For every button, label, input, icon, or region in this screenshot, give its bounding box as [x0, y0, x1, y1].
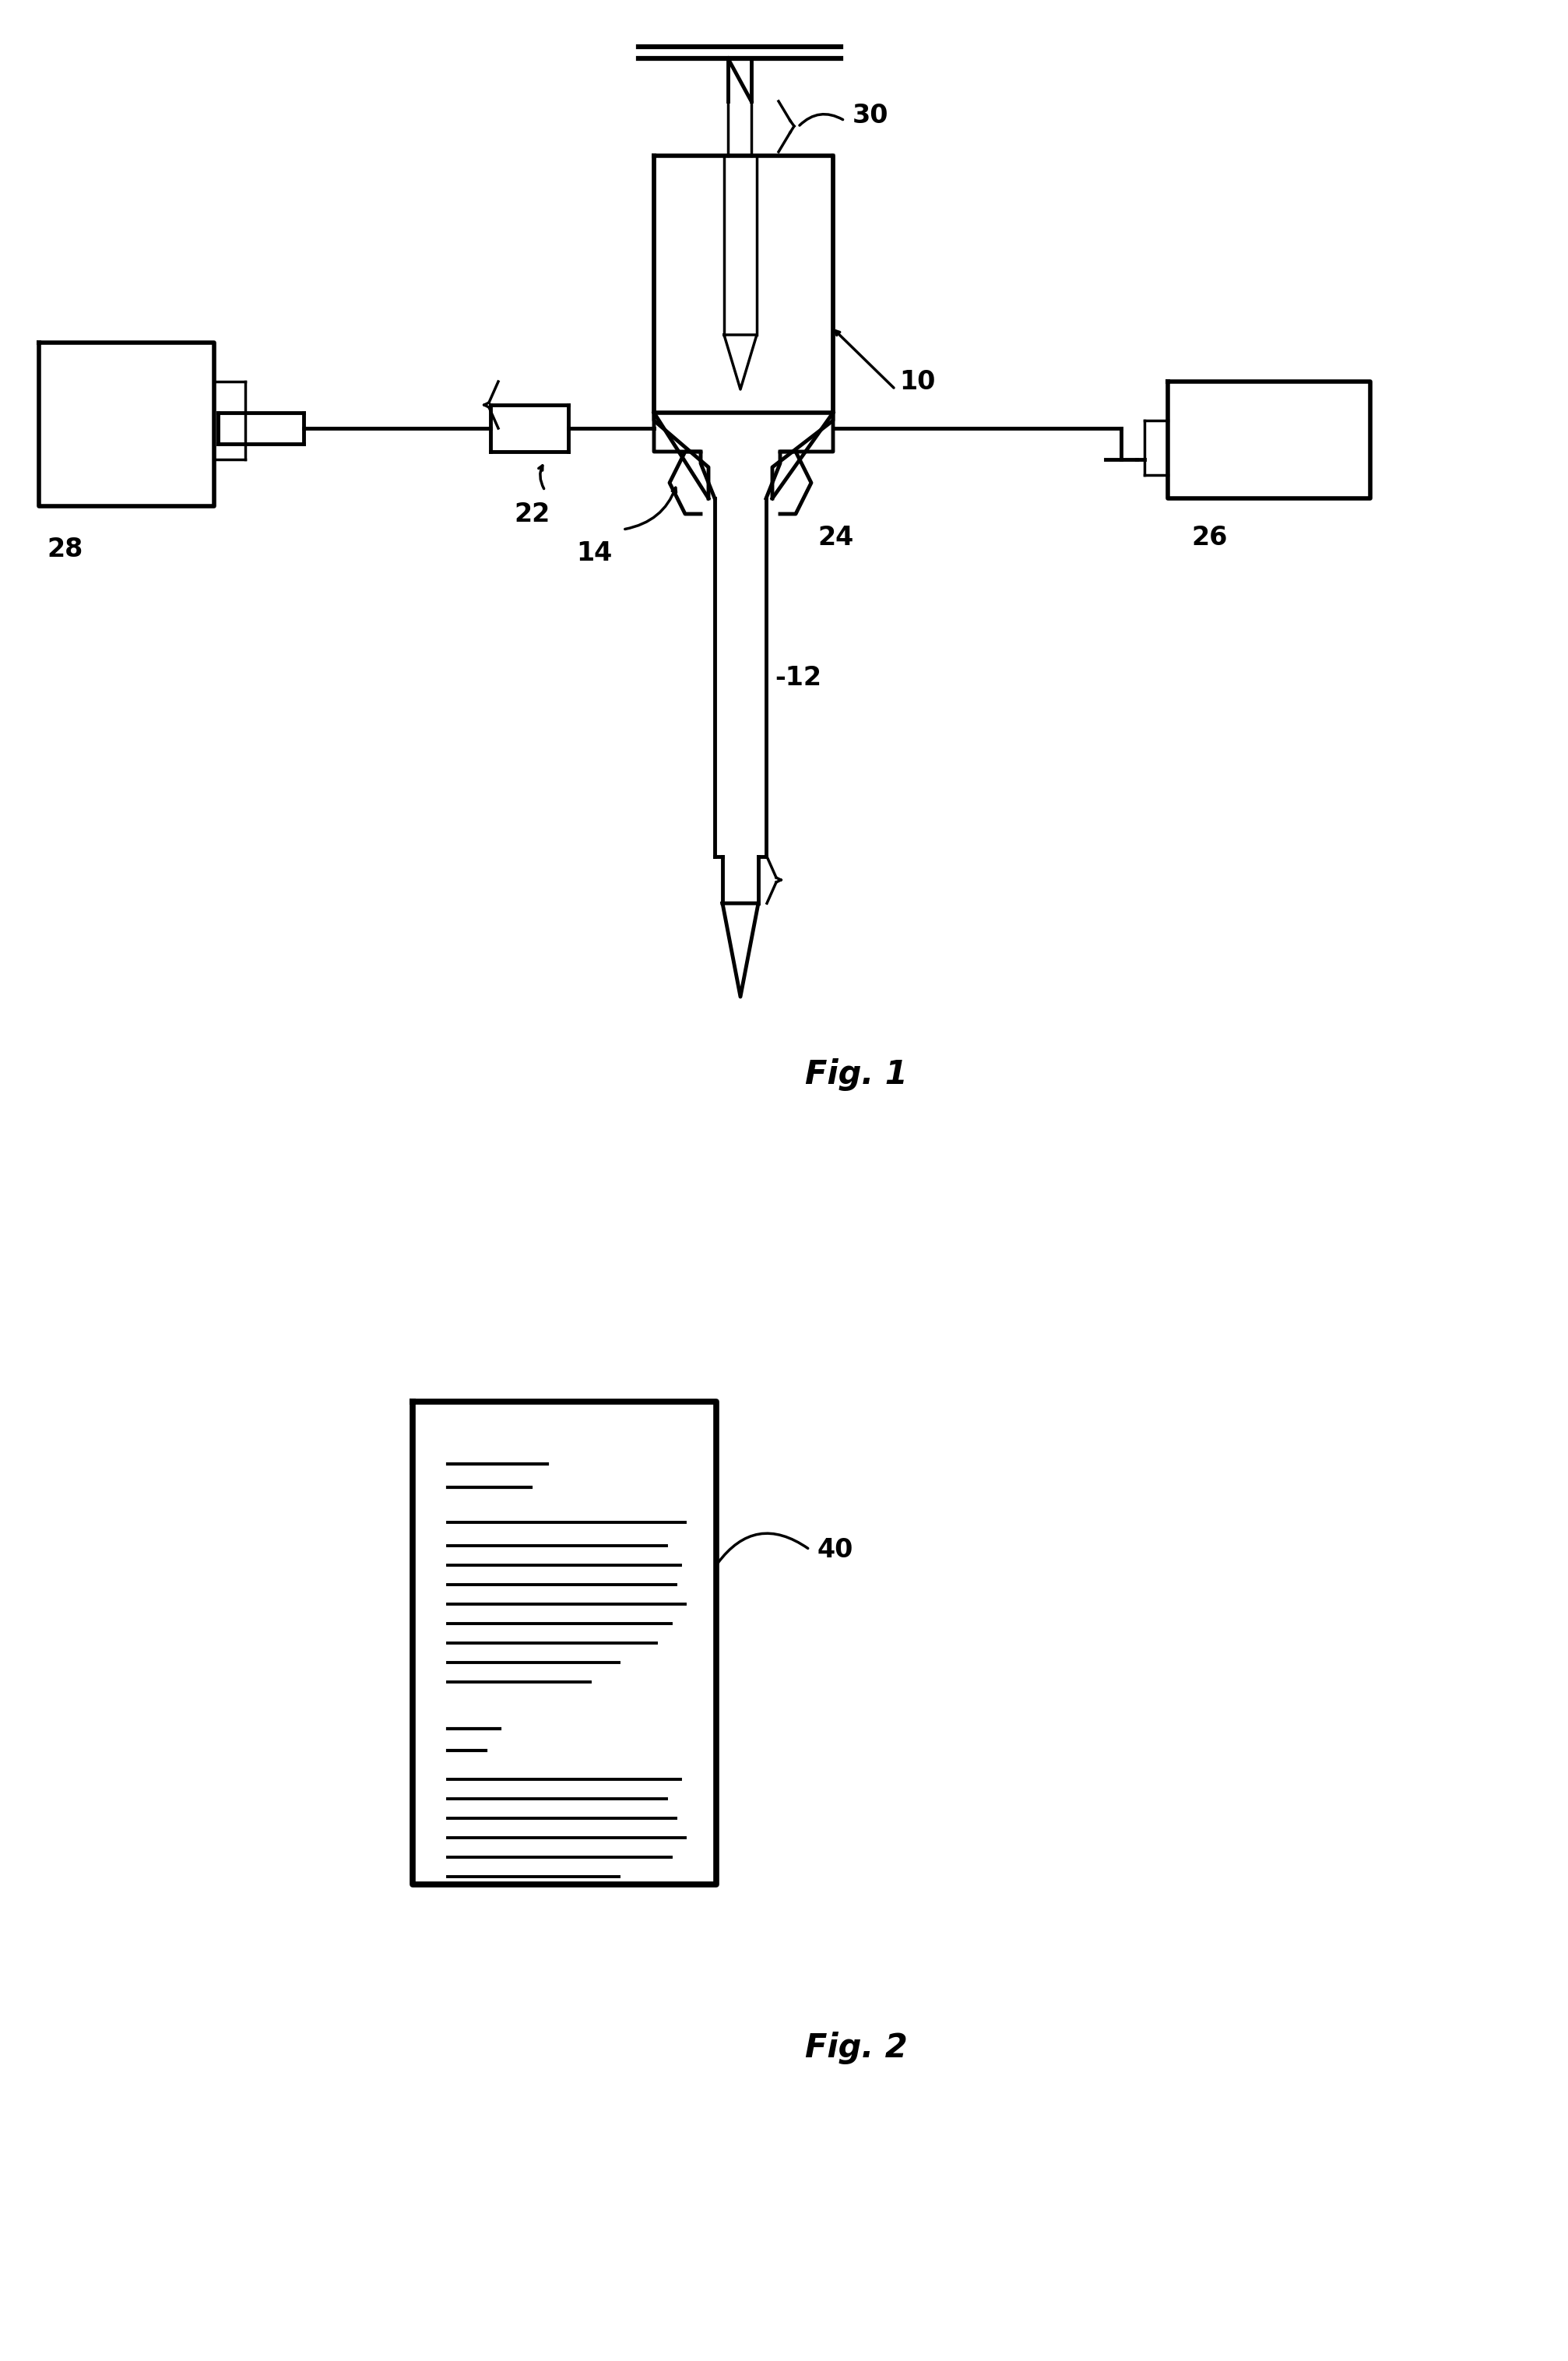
- Text: 22: 22: [514, 501, 549, 527]
- Text: -12: -12: [775, 663, 822, 689]
- Text: 24: 24: [817, 524, 853, 550]
- Text: Fig. 1: Fig. 1: [804, 1058, 908, 1091]
- Text: 14: 14: [575, 541, 612, 567]
- Text: Fig. 2: Fig. 2: [804, 2030, 908, 2064]
- Text: 30: 30: [851, 102, 889, 127]
- Text: 28: 28: [47, 536, 83, 562]
- Text: 26: 26: [1190, 524, 1226, 550]
- Text: 40: 40: [817, 1537, 853, 1563]
- Text: 10: 10: [898, 368, 935, 394]
